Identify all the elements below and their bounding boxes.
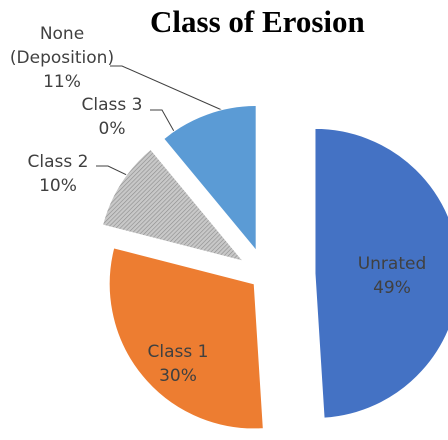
- pie-slice: [101, 148, 245, 262]
- category-label: Class 2: [27, 152, 89, 172]
- pie-slice: [314, 127, 448, 419]
- slice-label: Class 1 30%: [133, 340, 223, 388]
- pie-slice: [155, 142, 249, 256]
- slice-label: Class 2 10%: [13, 150, 103, 198]
- category-label: Unrated: [357, 254, 427, 274]
- leader-line: [110, 65, 241, 119]
- value-label: 0%: [98, 119, 126, 139]
- category-label: Class 1: [147, 342, 209, 362]
- pie-slice: [108, 247, 264, 430]
- value-label: 49%: [373, 278, 411, 298]
- slice-label: Class 3 0%: [67, 93, 157, 141]
- slice-label: None (Deposition) 11%: [5, 22, 120, 94]
- value-label: 10%: [39, 176, 77, 196]
- category-label: Class 3: [81, 95, 143, 115]
- chart-title: Class of Erosion: [150, 4, 365, 39]
- pie-slice: [163, 105, 257, 252]
- slice-label: Unrated 49%: [347, 252, 437, 300]
- category-label: None (Deposition): [9, 24, 115, 68]
- value-label: 30%: [159, 366, 197, 386]
- value-label: 11%: [43, 72, 81, 92]
